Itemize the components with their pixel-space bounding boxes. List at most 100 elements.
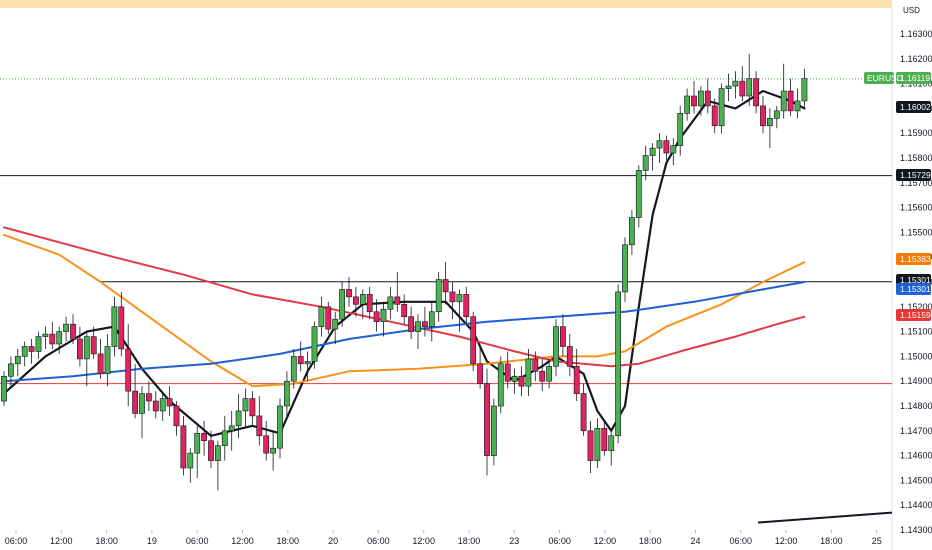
candle-body <box>318 306 325 327</box>
candle-body <box>139 393 145 414</box>
candle <box>152 391 159 419</box>
candle-body <box>346 289 352 298</box>
candle <box>283 371 290 416</box>
candle <box>421 306 428 337</box>
candle <box>249 391 256 426</box>
candle <box>691 81 697 114</box>
candle-body <box>380 308 387 322</box>
price-tick-label: 1.15600 <box>900 203 932 213</box>
candle <box>511 368 518 394</box>
candle-body <box>697 90 704 107</box>
price-tags: 1.16119 1.16002 1.15729 1.15383 1.153011.153… <box>864 72 931 321</box>
price-tag-value: 1.16002 <box>900 102 931 112</box>
candle-body <box>104 346 111 375</box>
candle-body <box>228 425 235 432</box>
candle <box>539 358 546 392</box>
candle <box>566 334 573 377</box>
candle <box>159 393 166 421</box>
candle-body <box>463 294 470 318</box>
candle <box>90 326 97 359</box>
candle <box>380 301 387 337</box>
candle-body <box>428 311 435 327</box>
price-tag-value: 1.15301 <box>900 284 931 294</box>
candle <box>387 286 394 320</box>
candle <box>132 363 138 419</box>
time-tick-label: 06:00 <box>5 536 28 546</box>
candles <box>1 53 808 491</box>
candle-body <box>511 375 518 382</box>
candle <box>187 448 194 483</box>
time-tick-label: 18:00 <box>277 536 300 546</box>
candle <box>104 334 111 387</box>
candle <box>594 418 601 468</box>
horizontal-levels[interactable] <box>0 78 892 385</box>
candle <box>221 415 228 461</box>
candle-body <box>159 398 166 412</box>
candle-body <box>456 294 463 303</box>
price-tag-bg <box>896 169 931 181</box>
candle-body <box>242 398 249 412</box>
candle <box>97 339 104 379</box>
candle <box>408 306 414 340</box>
candle <box>684 88 690 121</box>
price-tag: 1.16002 <box>896 101 931 113</box>
price-tag: 1.16119 <box>896 72 931 84</box>
candle <box>70 314 76 344</box>
candle-body <box>490 405 497 456</box>
candle <box>415 314 421 349</box>
candle <box>456 289 463 332</box>
trendlines[interactable] <box>757 511 893 524</box>
time-axis[interactable]: 06:00 12:00 18:00 19 06:00 12:00 18:00 20 06:00 1… <box>5 530 882 546</box>
candle-body <box>415 321 421 332</box>
price-tag-bg <box>896 72 931 84</box>
candle-body <box>118 306 125 350</box>
candle-body <box>566 346 573 367</box>
trendline[interactable] <box>757 511 893 524</box>
candle-body <box>283 380 290 407</box>
candle <box>470 311 477 372</box>
candle-body <box>628 217 635 246</box>
candle <box>622 237 628 302</box>
candle <box>373 299 380 332</box>
candle-body <box>497 363 504 407</box>
candle-body <box>249 398 256 417</box>
candle <box>739 66 746 101</box>
candle <box>442 262 449 305</box>
price-tag-value: 1.15301 <box>900 275 931 285</box>
candle <box>760 96 766 134</box>
candle-body <box>573 366 580 394</box>
candle <box>773 105 780 129</box>
candle <box>663 135 670 161</box>
time-tick-label: 06:00 <box>548 536 571 546</box>
price-tick-label: 1.15000 <box>900 351 932 361</box>
price-tag-bg <box>896 309 931 321</box>
candle-body <box>14 356 21 365</box>
candle <box>290 348 297 389</box>
time-tick-label: 12:00 <box>231 536 254 546</box>
candle <box>63 316 69 342</box>
candle-body <box>277 405 283 449</box>
candle <box>166 386 173 416</box>
price-tick-label: 1.14800 <box>900 401 932 411</box>
candle <box>359 289 366 320</box>
candle <box>656 133 663 163</box>
candle-body <box>270 447 276 454</box>
candle <box>780 63 787 119</box>
candle-body <box>332 318 339 330</box>
candle-body <box>235 410 242 427</box>
candle-body <box>794 100 801 112</box>
candle-body <box>656 140 663 149</box>
candle <box>732 71 739 99</box>
candle <box>83 331 90 387</box>
price-tag: 1.15729 <box>896 169 931 181</box>
candle <box>497 356 504 414</box>
candle-body <box>718 88 725 127</box>
candle-body <box>484 383 490 456</box>
candle <box>801 68 808 109</box>
candle-body <box>70 323 76 340</box>
candle-body <box>532 358 539 372</box>
candle <box>77 326 83 367</box>
candle <box>718 83 725 134</box>
candle <box>256 396 263 446</box>
